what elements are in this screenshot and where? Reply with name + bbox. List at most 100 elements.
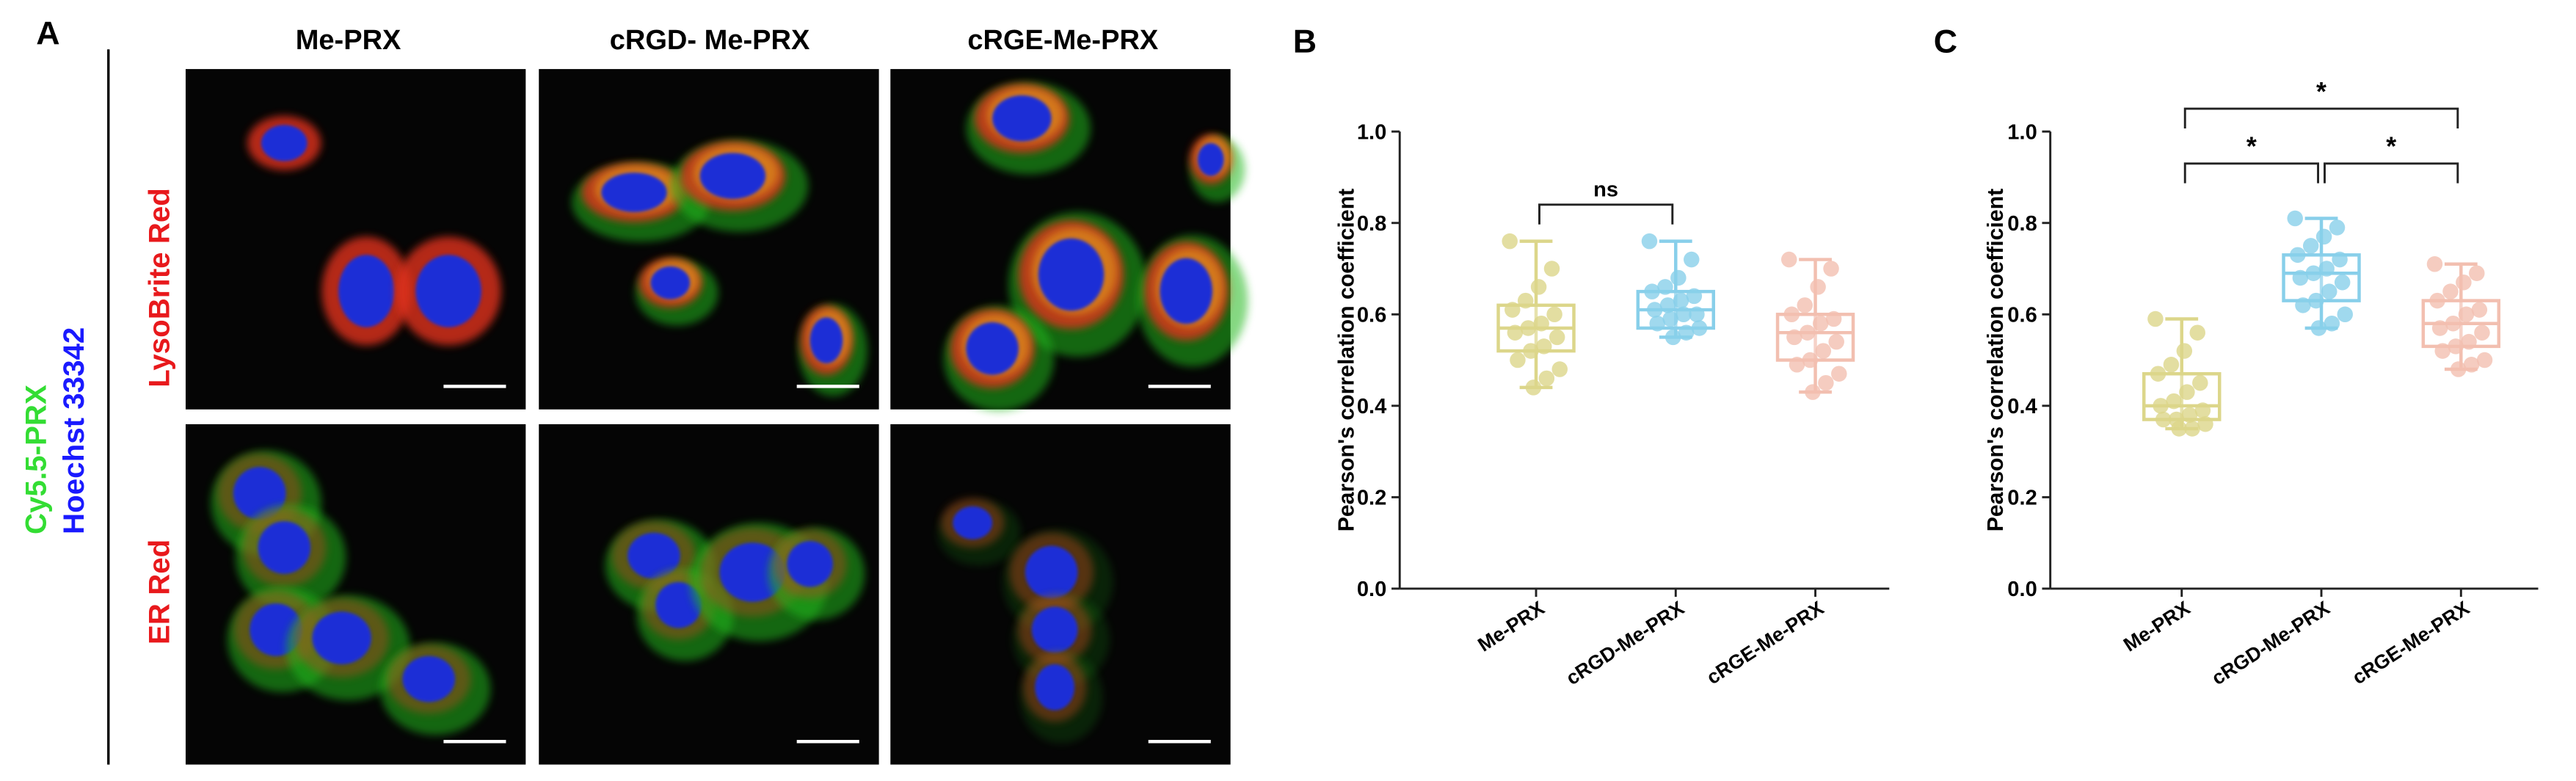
data-point: [1536, 338, 1552, 355]
micrograph: [890, 69, 1248, 411]
nucleus: [338, 255, 395, 327]
x-tick-label: Me-PRX: [1474, 597, 1548, 656]
data-point: [2295, 297, 2311, 313]
data-point: [1805, 384, 1821, 400]
data-point: [1825, 310, 1842, 327]
data-point: [1641, 233, 1658, 250]
data-point: [1797, 297, 1813, 313]
y-tick-label: 0.4: [1357, 395, 1387, 418]
data-point: [1510, 352, 1526, 368]
data-point: [1662, 310, 1678, 327]
data-point: [1507, 324, 1524, 341]
data-point: [2302, 238, 2319, 254]
data-point: [2176, 343, 2193, 359]
data-point: [2308, 292, 2324, 309]
panel-label: B: [1293, 23, 1317, 60]
nucleus: [415, 255, 481, 327]
data-point: [1538, 370, 1555, 387]
y-tick-label: 0.2: [1357, 486, 1386, 509]
data-point: [2458, 306, 2475, 323]
data-point: [1810, 279, 1826, 295]
nucleus: [966, 322, 1019, 375]
data-point: [1815, 343, 1832, 359]
panel-label: A: [36, 15, 59, 51]
column-header: cRGE-Me-PRX: [967, 25, 1159, 56]
significance-bracket: [2183, 162, 2320, 184]
data-point: [1812, 315, 1829, 332]
data-point: [2179, 384, 2195, 400]
y-tick-label: 1.0: [1357, 120, 1386, 144]
data-point: [2324, 315, 2340, 332]
x-tick-label: cRGD-Me-PRX: [1562, 597, 1688, 689]
data-point: [1789, 357, 1805, 373]
data-point: [1517, 292, 1534, 309]
data-point: [2192, 374, 2208, 391]
x-tick-label: cRGD-Me-PRX: [2208, 597, 2334, 689]
data-point: [2287, 210, 2303, 227]
data-point: [1818, 374, 1834, 391]
nucleus: [655, 581, 702, 628]
data-point: [1525, 379, 1542, 396]
data-point: [1533, 315, 1549, 332]
data-point: [1781, 251, 1797, 268]
micrograph: [185, 424, 526, 765]
micrograph: [185, 69, 526, 410]
data-point: [2194, 402, 2211, 418]
data-point: [1823, 261, 1839, 277]
data-point: [1686, 288, 1703, 305]
data-point: [1659, 297, 1676, 313]
data-point: [2290, 247, 2306, 264]
data-point: [1783, 306, 1800, 323]
data-point: [1689, 306, 1705, 323]
data-point: [2315, 228, 2332, 245]
nucleus: [258, 521, 311, 574]
data-point: [2476, 352, 2493, 368]
nucleus: [312, 611, 371, 664]
data-point: [2329, 219, 2346, 236]
nucleus: [992, 95, 1052, 142]
data-point: [2442, 283, 2459, 299]
data-point: [2469, 265, 2485, 281]
y-axis-label: Pearson's correlation coefficient: [1984, 189, 2008, 531]
y-tick-label: 0.2: [2007, 486, 2037, 509]
nucleus: [601, 172, 667, 212]
nucleus: [1160, 258, 1213, 324]
data-point: [1676, 306, 1692, 323]
x-tick-label: cRGE-Me-PRX: [1703, 597, 1827, 689]
column-header: Me-PRX: [296, 25, 401, 56]
data-point: [2429, 292, 2445, 309]
data-point: [1828, 333, 1844, 350]
data-point: [2155, 411, 2172, 428]
y-tick-label: 0.0: [2007, 578, 2037, 601]
nucleus: [809, 317, 843, 364]
nucleus: [233, 467, 286, 520]
y-tick-label: 0.6: [2007, 303, 2037, 327]
data-point: [2463, 357, 2480, 373]
data-point: [1646, 302, 1663, 318]
data-point: [2445, 315, 2462, 332]
data-point: [2450, 361, 2467, 377]
y-tick-label: 1.0: [2007, 120, 2037, 144]
data-point: [2456, 274, 2472, 291]
nucleus: [787, 540, 833, 587]
nucleus: [650, 266, 691, 299]
data-point: [1505, 302, 1521, 318]
data-point: [2318, 261, 2335, 277]
row-label: LysoBrite Red: [143, 188, 176, 388]
micrograph: [890, 424, 1231, 765]
significance-bracket: [2324, 162, 2459, 184]
data-point: [2171, 421, 2187, 437]
significance-label: *: [2246, 132, 2257, 161]
data-point: [2334, 274, 2351, 291]
significance-bracket: [1538, 203, 1674, 225]
nucleus: [402, 655, 456, 702]
nucleus: [1197, 142, 1224, 176]
data-point: [2426, 256, 2443, 272]
data-point: [2434, 343, 2451, 359]
y-tick-label: 0.8: [2007, 212, 2037, 236]
y-tick-label: 0.4: [2007, 395, 2037, 418]
data-point: [1670, 269, 1687, 286]
data-point: [1657, 279, 1673, 295]
data-point: [2153, 398, 2169, 414]
data-point: [1684, 251, 1700, 268]
